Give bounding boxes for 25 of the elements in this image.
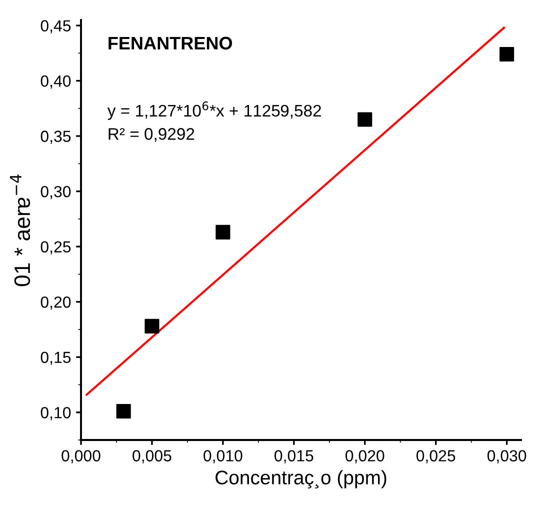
x-tick-label: 0,010 [204, 450, 242, 464]
x-tick-label: 0,005 [132, 450, 172, 464]
y-tick-label: 0,15 [40, 352, 71, 365]
annotation: y = 1,127*10$^{6}$*x + 11259,582 [107, 101, 321, 120]
x-tick-label: 0,015 [274, 450, 314, 464]
y-axis-title: 01 * aerɐ$^{−4}$ [10, 174, 30, 286]
point [358, 112, 372, 127]
point [116, 404, 131, 419]
y-tick-label: 0,30 [40, 186, 71, 200]
y-tick-label: 0,40 [40, 75, 71, 89]
point [216, 224, 230, 240]
y-tick-label: 0,35 [40, 130, 71, 144]
y-tick-label: 0,20 [40, 296, 71, 310]
x-tick-label: 0,020 [346, 450, 384, 464]
y-tick-label: 0,10 [40, 407, 71, 420]
y-tick-label: 0,25 [40, 241, 71, 254]
text: FENANTRENO [108, 36, 232, 50]
x-tick-label: 0,030 [487, 450, 526, 464]
x-axis-title: Concentraç¸o (ppm) [216, 470, 386, 488]
x-tick-label: 0,000 [62, 450, 100, 464]
y-tick-label: 0,45 [40, 20, 71, 34]
annotation: R² = 0,9292 [108, 128, 194, 142]
x-tick-label: 0,025 [416, 450, 456, 464]
point [144, 318, 160, 334]
point [500, 46, 514, 62]
